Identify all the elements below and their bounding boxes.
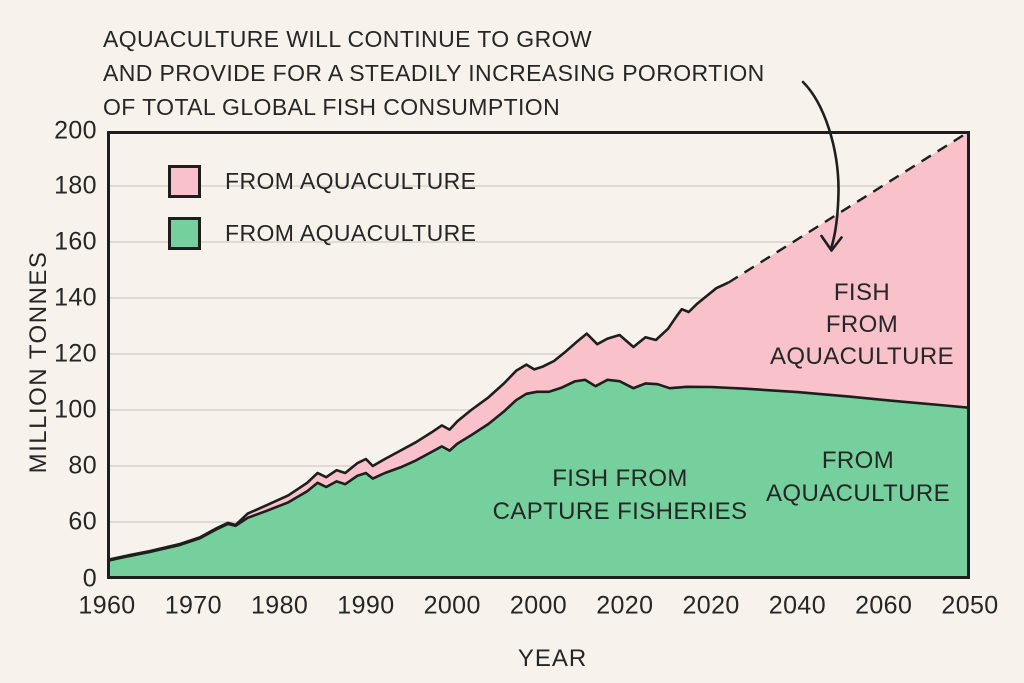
green-aquaculture-label-line: FROM	[821, 447, 895, 474]
capture-fisheries-label-line: CAPTURE FISHERIES	[492, 498, 748, 525]
x-tick-label: 1980	[250, 591, 309, 620]
x-tick-label: 2000	[509, 591, 568, 620]
x-tick-label: 1990	[337, 591, 395, 620]
capture-fisheries-label: FISH FROM CAPTURE FISHERIES	[493, 462, 748, 528]
capture-fisheries-label-line: FISH FROM	[552, 465, 688, 492]
green-aquaculture-label-line: AQUACULTURE	[766, 480, 950, 507]
pink-region-label-line: AQUACULTURE	[770, 343, 954, 370]
total-consumption-line	[106, 281, 729, 562]
stacked-area-chart	[106, 129, 971, 579]
aquaculture-area	[107, 131, 970, 561]
green-aquaculture-label: FROM AQUACULTURE	[766, 444, 950, 510]
x-tick-label: 2020	[682, 591, 740, 620]
pink-region-label-line: FROM	[825, 311, 899, 338]
legend: FROM AQUACULTURE FROM AQUACULTURE	[168, 164, 476, 268]
y-tick-label: 60	[68, 507, 97, 536]
plot-area	[106, 129, 971, 579]
legend-item-capture: FROM AQUACULTURE	[168, 216, 476, 250]
legend-swatch-green	[168, 216, 201, 250]
plot-border	[107, 131, 970, 579]
y-tick-label: 120	[54, 339, 97, 368]
chart-title-line-2: AND PROVIDE FOR A STEADILY INCREASING PO…	[103, 60, 765, 86]
y-tick-label: 80	[68, 451, 97, 480]
y-tick-label: 0	[82, 564, 97, 593]
legend-item-aquaculture: FROM AQUACULTURE	[168, 164, 476, 198]
x-tick-label: 2020	[596, 591, 654, 620]
legend-label: FROM AQUACULTURE	[225, 167, 477, 194]
capture-fisheries-area	[107, 379, 970, 579]
x-axis-title: YEAR	[517, 645, 588, 672]
y-tick-label: 180	[54, 171, 97, 200]
x-tick-label: 2050	[941, 591, 999, 620]
x-tick-label: 2000	[423, 591, 481, 620]
legend-swatch-pink	[168, 164, 201, 198]
y-tick-label: 100	[54, 395, 97, 424]
x-tick-label: 1970	[164, 591, 222, 620]
y-tick-label: 160	[54, 227, 97, 256]
chart-title: AQUACULTURE WILL CONTINUE TO GROW AND PR…	[103, 22, 765, 124]
chart-title-line-3: OF TOTAL GLOBAL FISH CONSUMPTION	[103, 94, 561, 120]
x-tick-label: 2040	[768, 591, 826, 620]
chart-title-line-1: AQUACULTURE WILL CONTINUE TO GROW	[103, 26, 593, 52]
projected-total-dashed-line	[727, 129, 971, 284]
x-tick-label: 2060	[855, 591, 913, 620]
x-tick-label: 1960	[78, 591, 136, 620]
pink-region-label-line: FISH	[833, 279, 891, 306]
y-tick-label: 140	[54, 283, 97, 312]
legend-label: FROM AQUACULTURE	[225, 219, 477, 246]
y-tick-label: 200	[54, 116, 97, 145]
capture-fisheries-line	[106, 378, 971, 563]
pink-region-label: FISH FROM AQUACULTURE	[770, 277, 954, 373]
